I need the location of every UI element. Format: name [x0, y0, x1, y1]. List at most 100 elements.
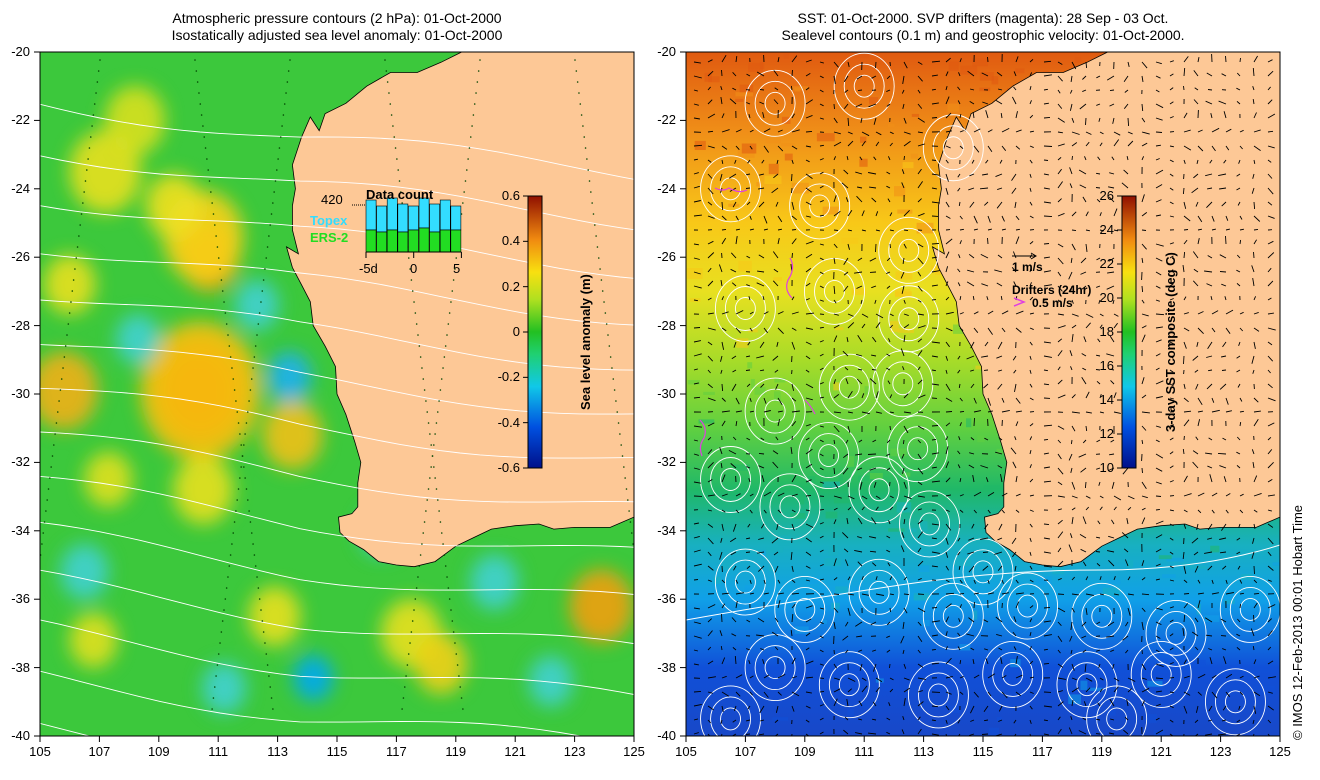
velocity-vector [875, 576, 878, 581]
velocity-vector [1001, 691, 1008, 699]
sst-patch [859, 158, 868, 167]
sst-patch [869, 97, 879, 105]
velocity-vector [1252, 173, 1255, 179]
velocity-vector [917, 425, 925, 430]
velocity-vector [721, 579, 726, 584]
velocity-vector [1225, 228, 1231, 231]
track-dot [240, 444, 242, 446]
velocity-vector [1267, 479, 1273, 483]
lat-label: -34 [657, 522, 676, 538]
lat-label: -30 [11, 386, 30, 401]
velocity-vector [1096, 103, 1101, 106]
velocity-vector [760, 523, 765, 529]
velocity-vector [1209, 657, 1213, 665]
velocity-vector [757, 551, 765, 554]
velocity-vector [1057, 75, 1063, 82]
velocity-vector [1029, 159, 1033, 164]
velocity-vector [1193, 173, 1199, 179]
velocity-vector [931, 369, 936, 372]
velocity-vector [1141, 425, 1147, 431]
velocity-vector [732, 71, 737, 77]
track-dot [266, 246, 269, 248]
sealevel-contour [1086, 685, 1148, 736]
velocity-vector [1183, 215, 1191, 222]
velocity-vector [746, 355, 751, 358]
track-dot [95, 92, 97, 94]
velocity-vector [1112, 663, 1115, 669]
velocity-vector [903, 117, 907, 124]
velocity-vector [819, 578, 825, 581]
land-polygon [931, 52, 1280, 568]
track-dot [621, 455, 624, 457]
velocity-vector [1071, 394, 1076, 399]
velocity-vector [917, 325, 926, 329]
drifter-track [786, 257, 794, 299]
velocity-vector [819, 467, 824, 471]
velocity-vector [846, 337, 849, 343]
velocity-vector [917, 75, 923, 82]
velocity-vector [1029, 296, 1034, 301]
velocity-vector [720, 369, 723, 374]
velocity-vector [1082, 516, 1087, 525]
velocity-vector [945, 592, 955, 595]
velocity-vector [1123, 169, 1129, 175]
track-dot [198, 92, 200, 94]
sst-patch [772, 717, 789, 721]
velocity-vector [720, 719, 723, 725]
velocity-vector [707, 436, 712, 441]
track-dot [229, 356, 232, 358]
track-dot [51, 455, 54, 457]
velocity-vector [1253, 201, 1256, 210]
velocity-vector [1239, 228, 1244, 231]
velocity-vector [889, 324, 894, 329]
track-dot [88, 147, 91, 149]
velocity-vector [957, 187, 961, 192]
track-dot [583, 136, 586, 138]
lon-label: 119 [1091, 744, 1113, 759]
velocity-vector [983, 383, 989, 389]
velocity-vector [1029, 355, 1032, 360]
velocity-vector [772, 355, 779, 361]
velocity-vector [1109, 172, 1115, 175]
track-dot [96, 81, 99, 83]
track-dot [211, 708, 213, 710]
velocity-vector [945, 281, 949, 287]
velocity-vector [1169, 397, 1175, 400]
velocity-vector [1043, 88, 1048, 91]
velocity-vector [1096, 467, 1101, 470]
velocity-vector [833, 698, 838, 707]
velocity-vector [1194, 646, 1199, 651]
sst-patch [907, 414, 918, 420]
velocity-vector [984, 437, 989, 441]
lat-label: -24 [11, 180, 30, 196]
track-dot [269, 686, 272, 688]
velocity-vector [719, 447, 723, 455]
velocity-vector [763, 128, 771, 133]
velocity-vector [1029, 579, 1034, 583]
velocity-vector [1000, 474, 1003, 483]
velocity-vector [1252, 733, 1255, 736]
sst-patch [1106, 580, 1121, 585]
velocity-vector [733, 341, 737, 348]
velocity-vector [1082, 367, 1087, 371]
velocity-vector [693, 75, 702, 79]
velocity-vector [843, 257, 849, 265]
velocity-vector [693, 732, 699, 735]
velocity-vector [1155, 425, 1161, 428]
velocity-vector [1015, 397, 1021, 404]
velocity-vector [973, 145, 980, 153]
lon-label: 113 [267, 744, 288, 759]
velocity-vector [872, 701, 877, 707]
velocity-vector [720, 280, 723, 287]
velocity-vector [748, 660, 751, 665]
track-dot [435, 488, 438, 490]
velocity-vector [1183, 129, 1191, 133]
velocity-vector [985, 477, 989, 483]
velocity-vector [1096, 172, 1101, 175]
sst-patch [771, 218, 779, 229]
velocity-vector [1169, 465, 1174, 469]
velocity-vector [1211, 492, 1218, 497]
velocity-vector [875, 411, 882, 414]
velocity-vector [1197, 509, 1202, 514]
sealevel-contour [1204, 668, 1266, 736]
